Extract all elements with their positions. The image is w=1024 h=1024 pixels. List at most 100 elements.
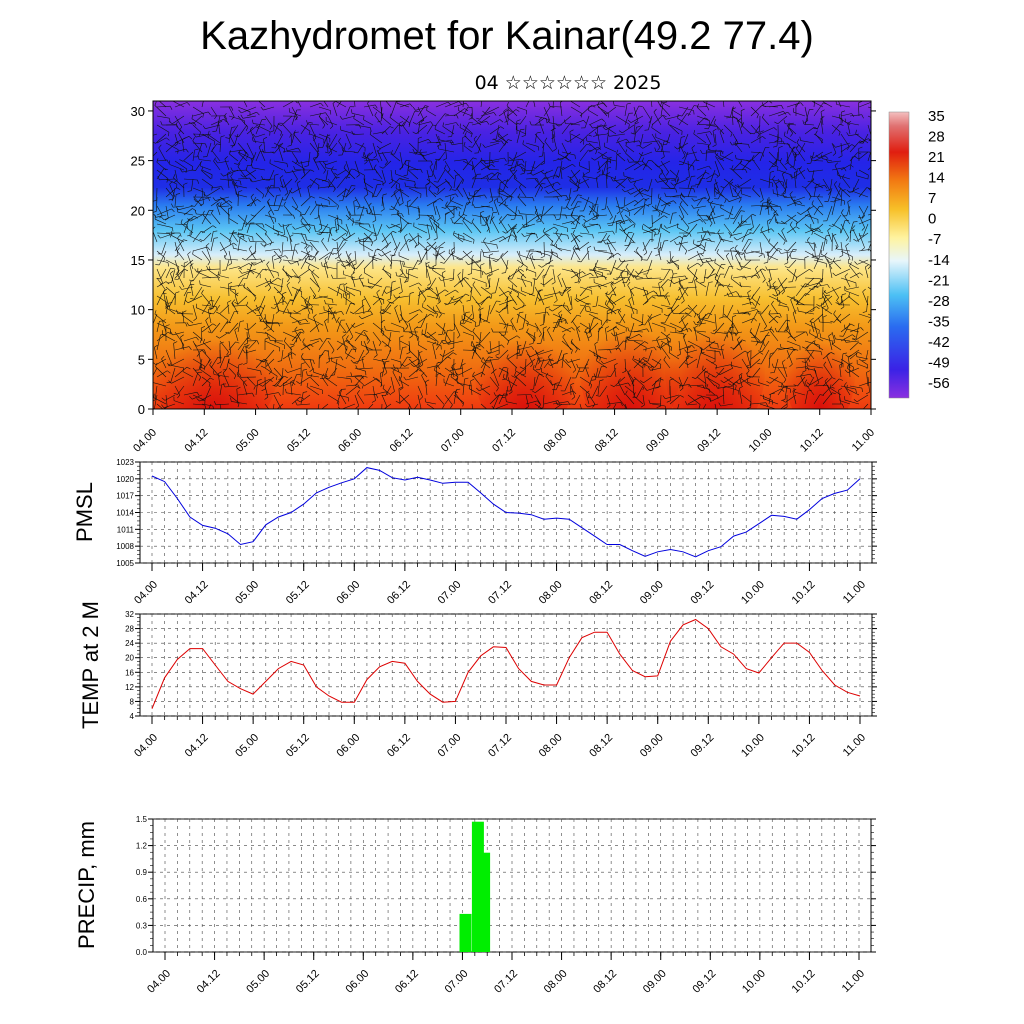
wind-barb-flag	[358, 237, 360, 242]
wind-barb	[553, 232, 563, 246]
wind-barb-flag	[578, 234, 583, 238]
wind-barb	[543, 169, 554, 175]
wind-barb-flag	[702, 197, 707, 200]
wind-barb	[165, 187, 177, 198]
wind-barb-flag	[751, 155, 755, 159]
wind-barb-flag	[177, 149, 179, 154]
wind-barb	[442, 126, 455, 135]
wind-barb-flag	[861, 227, 865, 231]
wind-barb	[480, 161, 491, 171]
wind-barb	[849, 157, 853, 171]
wind-barb-flag	[171, 208, 175, 213]
wind-barb-flag	[597, 146, 602, 150]
wind-barb-flag	[187, 234, 192, 237]
wind-barb-flag	[796, 145, 799, 149]
wind-barb-flag	[852, 156, 857, 158]
wind-barb-flag	[704, 117, 709, 120]
wind-barb	[622, 223, 635, 232]
wind-barb-flag	[341, 147, 344, 152]
wind-barb	[273, 142, 285, 150]
wind-barb-flag	[436, 158, 441, 161]
wind-barb-flag	[389, 126, 394, 129]
wind-barb-flag	[662, 114, 667, 118]
wind-barb	[679, 196, 689, 207]
wind-barb	[543, 181, 558, 189]
wind-barb-flag	[391, 150, 393, 154]
wind-barb	[237, 166, 248, 180]
wind-barb-flag	[361, 156, 366, 159]
wind-barb-flag	[385, 131, 388, 136]
wind-barb-flag	[472, 175, 477, 179]
wind-barb	[750, 124, 760, 135]
wind-barb	[192, 149, 195, 162]
wind-barb-flag	[158, 144, 162, 149]
wind-barb	[345, 168, 352, 180]
wind-barb-flag	[255, 126, 260, 129]
wind-barb	[519, 213, 536, 216]
wind-barb	[858, 232, 865, 248]
wind-barb	[561, 151, 575, 156]
wind-barb	[678, 214, 690, 228]
wind-barb-flag	[407, 165, 410, 170]
wind-barb	[335, 232, 347, 242]
wind-barb-flag	[187, 190, 192, 192]
wind-barb	[588, 118, 602, 126]
wind-barb	[826, 205, 833, 221]
wind-barb	[701, 238, 716, 243]
wind-barb	[161, 241, 167, 254]
wind-barb-flag	[384, 161, 388, 166]
wind-barb	[615, 115, 630, 125]
wind-barb	[741, 229, 749, 243]
wind-barb	[427, 241, 437, 251]
wind-barb	[318, 133, 331, 139]
wind-barb-flag	[368, 223, 371, 228]
wind-barb-flag	[229, 150, 231, 155]
wind-barb-flag	[875, 196, 877, 200]
wind-barb	[696, 115, 710, 121]
wind-barb-flag	[432, 215, 435, 220]
wind-barb	[552, 133, 557, 149]
wind-barb-flag	[237, 232, 239, 237]
wind-barb-flag	[445, 211, 450, 214]
wind-barb	[840, 164, 851, 171]
wind-barb-flag	[439, 198, 444, 202]
wind-barb-flag	[261, 175, 264, 180]
wind-barb-flag	[370, 242, 374, 247]
wind-barb	[750, 104, 763, 117]
wind-barb-flag	[499, 119, 504, 123]
wind-barb-flag	[847, 199, 852, 203]
wind-barb	[326, 146, 338, 153]
wind-barb-flag	[554, 226, 558, 230]
wind-barb	[793, 169, 806, 179]
wind-barb	[759, 147, 766, 162]
wind-barb	[702, 151, 716, 154]
wind-barb	[666, 223, 680, 229]
wind-barb	[597, 133, 608, 136]
wind-barb	[682, 151, 689, 165]
wind-barb-flag	[581, 224, 585, 228]
wind-barb	[822, 178, 831, 192]
wind-barb	[750, 136, 763, 144]
wind-barb	[571, 169, 581, 179]
wind-barb-flag	[482, 110, 486, 114]
wind-barb	[183, 218, 190, 234]
wind-barb	[345, 205, 351, 218]
wind-barb-flag	[557, 181, 561, 186]
wind-barb-flag	[194, 215, 198, 219]
wind-barb-flag	[536, 178, 539, 183]
wind-barb	[300, 232, 308, 246]
wind-barbs	[153, 101, 877, 409]
wind-barb-flag	[815, 154, 819, 159]
wind-barb-flag	[386, 225, 390, 229]
wind-barb-flag	[509, 166, 513, 171]
wind-barb-flag	[501, 140, 504, 145]
wind-barb	[714, 133, 717, 145]
wind-barb-flag	[697, 120, 700, 125]
wind-barb-flag	[225, 137, 230, 139]
wind-barb	[255, 124, 271, 132]
wind-barb	[606, 241, 613, 256]
wind-barb	[858, 138, 869, 144]
wind-barb	[731, 168, 743, 180]
wind-barb	[713, 122, 725, 135]
wind-barb-flag	[506, 113, 509, 118]
